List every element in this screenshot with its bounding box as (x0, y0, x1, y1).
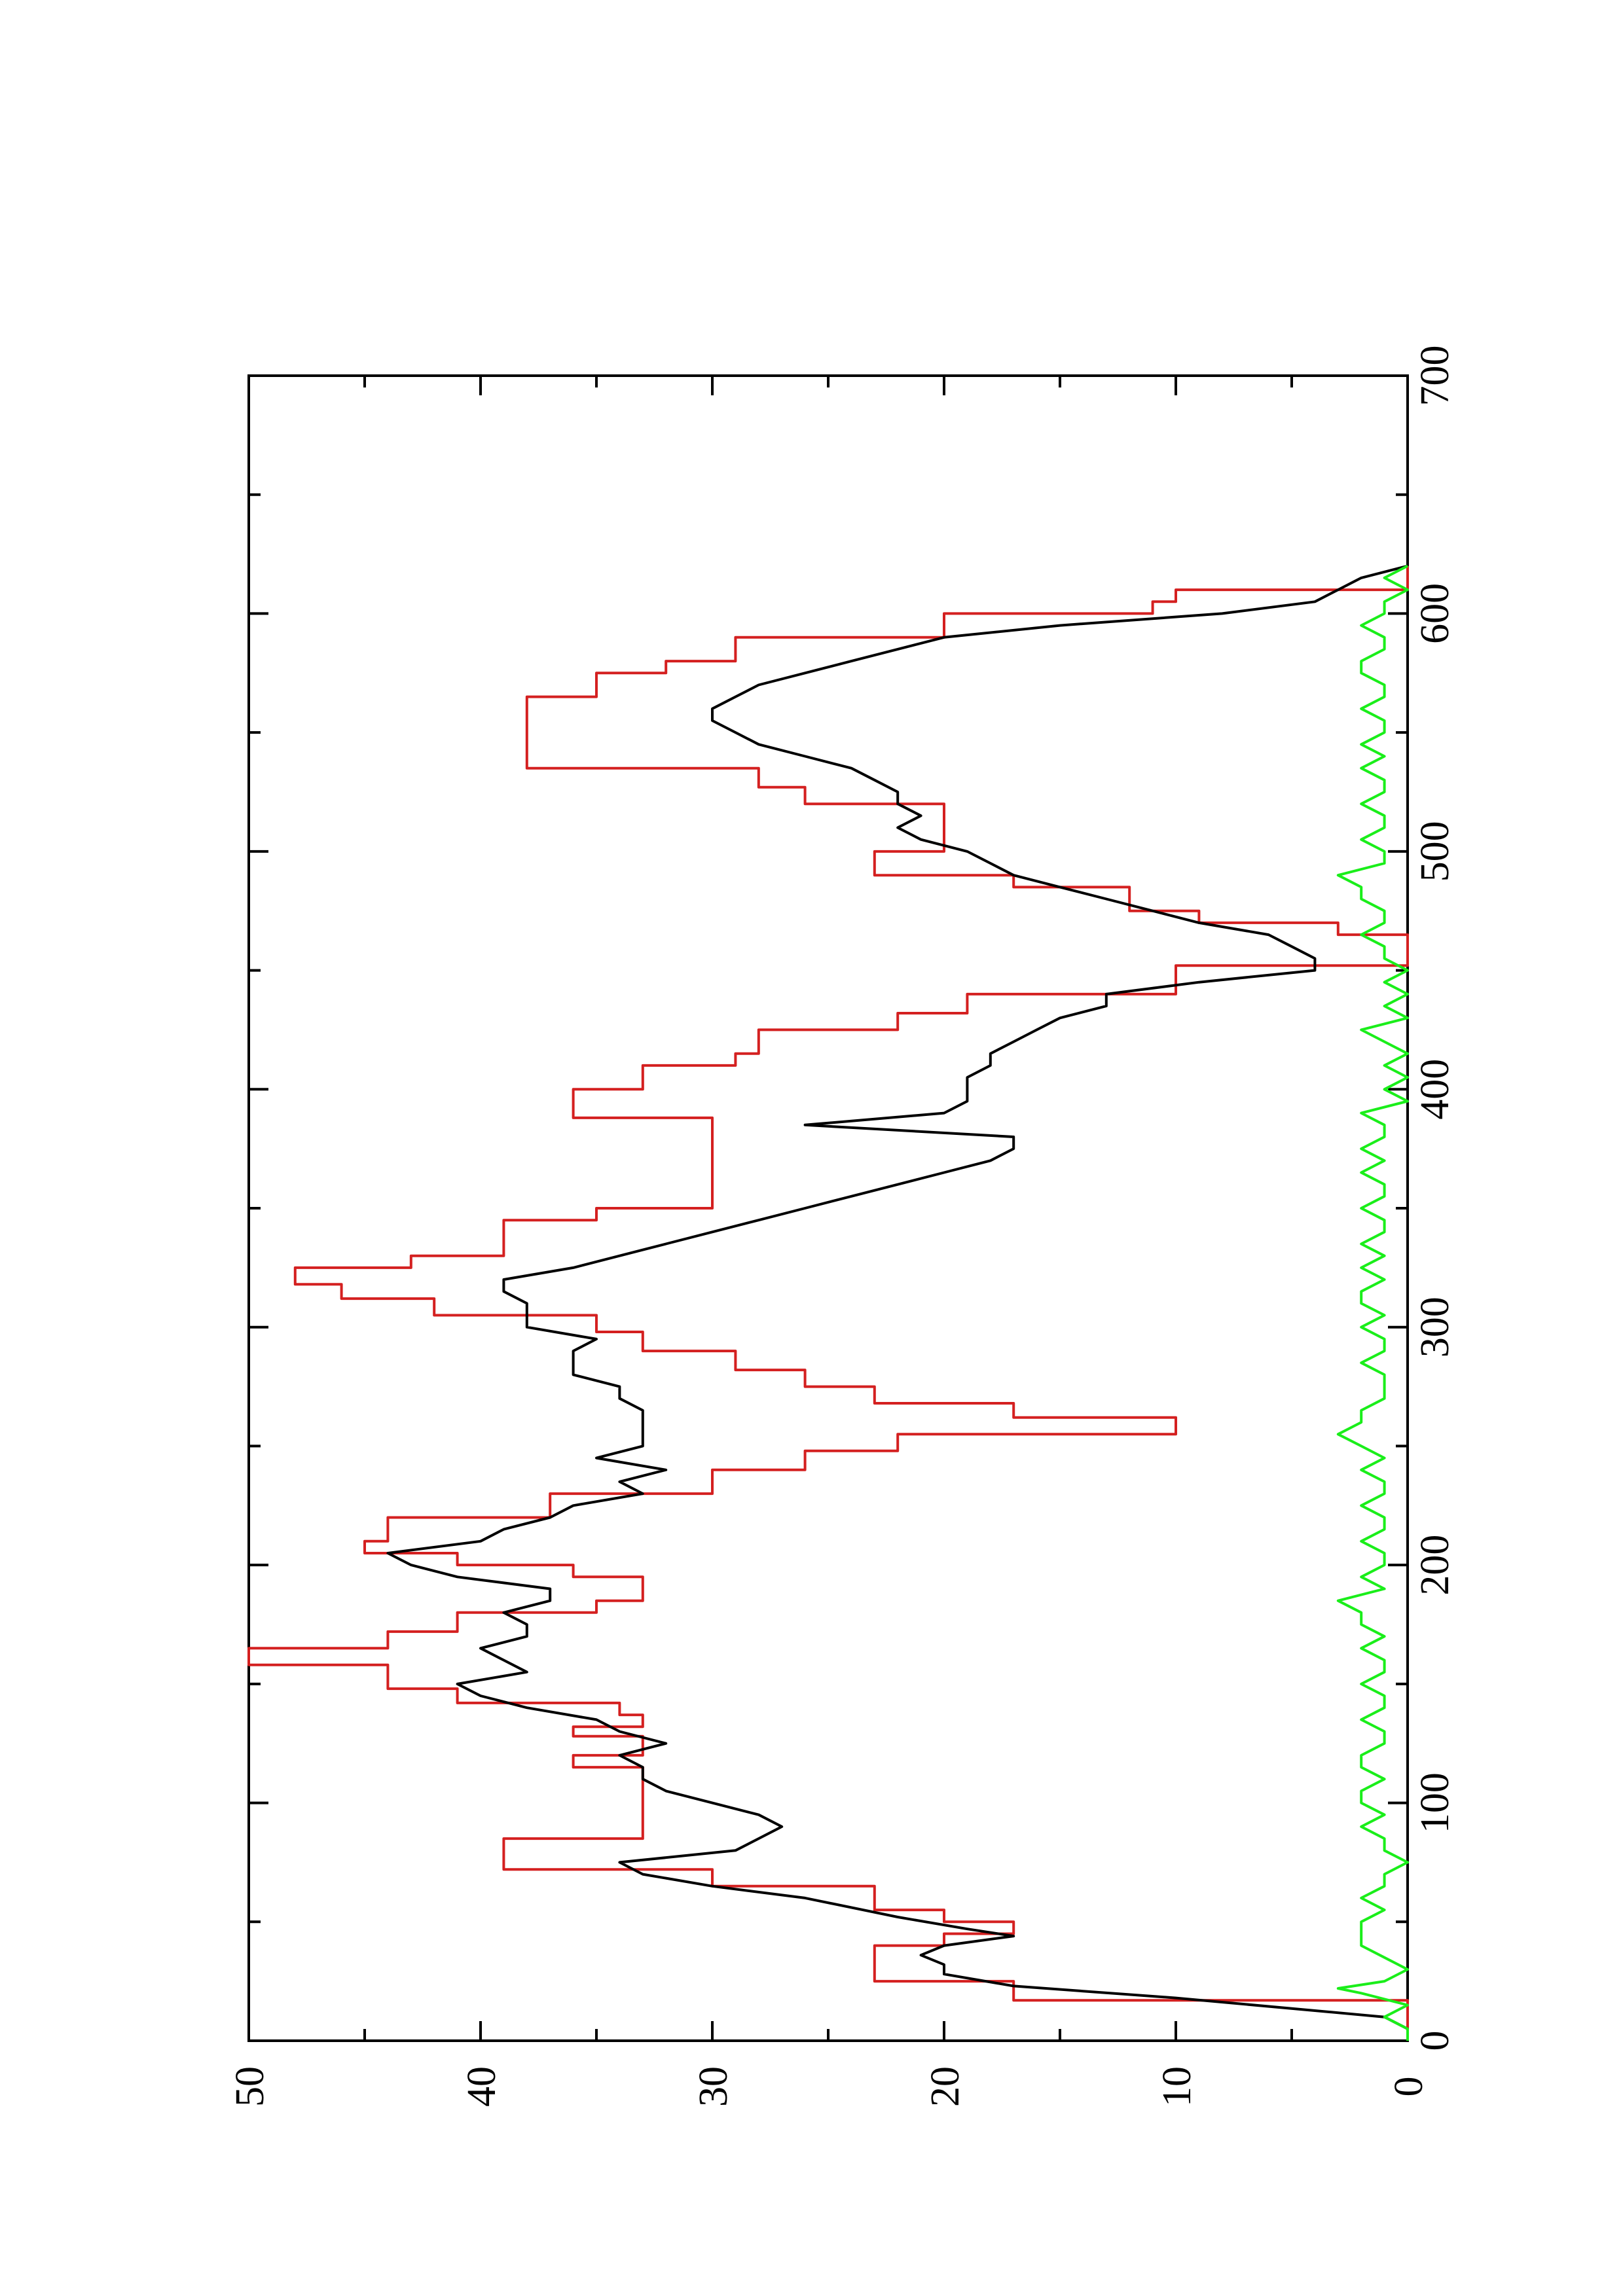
series-line-1 (386, 564, 1409, 2041)
tick-labels: 0 100 200 300 400 500 600 700 0 10 20 30 40 50 (228, 346, 1457, 2108)
x-tick-label: 400 (1413, 1059, 1457, 1120)
y-tick-label: 0 (1387, 2077, 1431, 2097)
x-tick-label: 500 (1413, 821, 1457, 882)
x-tick-label: 600 (1413, 583, 1457, 644)
x-tick-label: 0 (1413, 2031, 1457, 2051)
y-tick-label: 10 (1155, 2066, 1199, 2107)
x-tick-label: 700 (1413, 346, 1457, 406)
y-tick-label: 50 (228, 2066, 272, 2107)
series-line-2 (1336, 564, 1409, 2041)
y-tick-label: 40 (460, 2066, 504, 2107)
series-line-0 (247, 565, 1409, 2041)
y-tick-label: 30 (691, 2066, 736, 2107)
x-tick-label: 200 (1413, 1535, 1457, 1596)
plot-frame (247, 374, 1409, 2042)
series-layer (247, 564, 1409, 2041)
x-tick-label: 300 (1413, 1297, 1457, 1357)
x-tick-label: 100 (1413, 1772, 1457, 1833)
y-tick-label: 20 (923, 2066, 968, 2107)
axis-ticks (247, 374, 1409, 2042)
